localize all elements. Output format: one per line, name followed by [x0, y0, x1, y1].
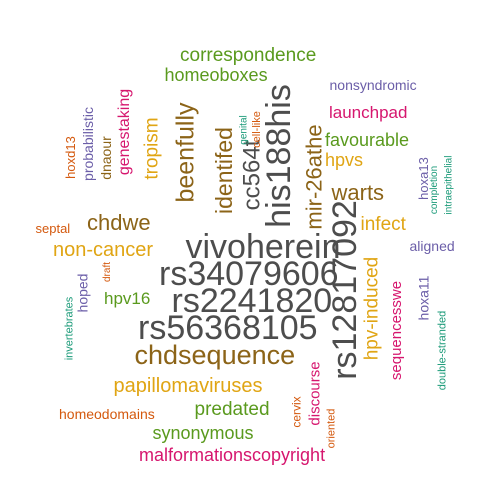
- word-discourse: discourse: [306, 360, 324, 426]
- word-hoxd13: hoxd13: [62, 135, 78, 179]
- word-cc564t: cc564t: [237, 139, 265, 211]
- word-rs2241820: rs2241820: [171, 282, 333, 320]
- word-non-cancer: non-cancer: [53, 239, 154, 261]
- word-oriented: oriented: [325, 408, 338, 448]
- word-nonsyndromic: nonsyndromic: [329, 77, 417, 93]
- word-rs12817092: rs12817092: [325, 200, 364, 380]
- word-infect: infect: [360, 213, 406, 235]
- word-rs34079606: rs34079606: [159, 255, 339, 293]
- word-invertebrates: invertebrates: [63, 296, 76, 360]
- word-homeoboxes: homeoboxes: [164, 65, 268, 85]
- word-hpv-induced: hpv-induced: [361, 256, 383, 360]
- word-aligned: aligned: [409, 238, 455, 254]
- word-cell-like: cell-like: [250, 110, 263, 148]
- word-double-stranded: double-stranded: [436, 310, 449, 390]
- word-hpv16: hpv16: [104, 288, 151, 308]
- word-genital: genital: [238, 115, 250, 145]
- word-hoxa13: hoxa13: [415, 156, 431, 200]
- word-vivoherein: vivoherein: [185, 228, 341, 266]
- word-chdwe: chdwe: [87, 210, 151, 235]
- word-chdsequence: chdsequence: [134, 339, 296, 370]
- word-warts: warts: [331, 180, 385, 205]
- word-mir-26athe: mir-26athe: [301, 124, 327, 230]
- word-draft: draft: [102, 261, 114, 283]
- word-sequencesswe: sequencesswe: [387, 280, 405, 380]
- word-malformationscopyright: malformationscopyright: [139, 445, 326, 465]
- word-cervix: cervix: [289, 396, 304, 428]
- word-completion: completion: [429, 165, 441, 215]
- word-his188his: his188his: [259, 84, 298, 228]
- word-hoxa11: hoxa11: [414, 275, 431, 321]
- word-launchpad: launchpad: [329, 102, 408, 122]
- word-favourable: favourable: [325, 130, 410, 150]
- word-beenfully: beenfully: [171, 101, 200, 203]
- word-septal: septal: [35, 220, 71, 236]
- word-genestaking: genestaking: [116, 88, 134, 176]
- word-dnaour: dnaour: [97, 136, 114, 180]
- word-hpvs: hpvs: [325, 150, 364, 170]
- word-rs56368105: rs56368105: [138, 309, 318, 347]
- word-tropism: tropism: [141, 116, 163, 180]
- word-predated: predated: [194, 398, 270, 420]
- word-probabilistic: probabilistic: [79, 107, 96, 181]
- word-intraepithelial: intraepithelial: [442, 155, 454, 215]
- word-hoped: hoped: [73, 273, 90, 313]
- word-identifed: identifed: [210, 126, 237, 214]
- word-correspondence: correspondence: [180, 44, 317, 66]
- word-synonymous: synonymous: [152, 423, 254, 443]
- word-homeodomains: homeodomains: [59, 406, 155, 422]
- word-papillomaviruses: papillomaviruses: [113, 375, 263, 397]
